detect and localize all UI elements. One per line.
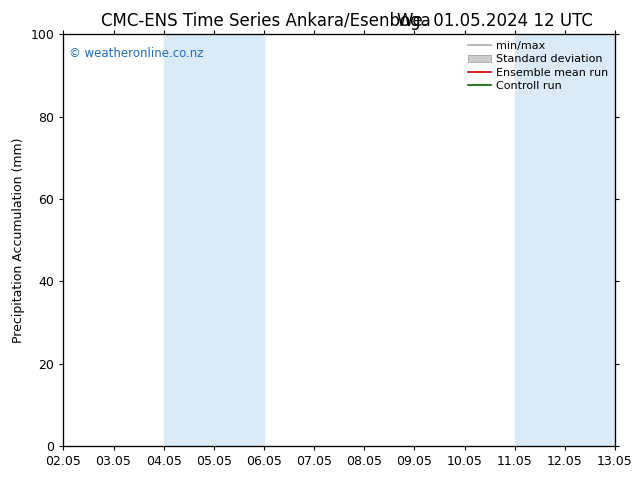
- Text: We. 01.05.2024 12 UTC: We. 01.05.2024 12 UTC: [397, 12, 592, 30]
- Y-axis label: Precipitation Accumulation (mm): Precipitation Accumulation (mm): [12, 137, 25, 343]
- Text: © weatheronline.co.nz: © weatheronline.co.nz: [69, 47, 204, 60]
- Bar: [565, 34, 615, 446]
- Bar: [515, 34, 565, 446]
- Legend: min/max, Standard deviation, Ensemble mean run, Controll run: min/max, Standard deviation, Ensemble me…: [464, 37, 612, 96]
- Bar: [164, 34, 214, 446]
- Text: CMC-ENS Time Series Ankara/Esenboga: CMC-ENS Time Series Ankara/Esenboga: [101, 12, 431, 30]
- Bar: [214, 34, 264, 446]
